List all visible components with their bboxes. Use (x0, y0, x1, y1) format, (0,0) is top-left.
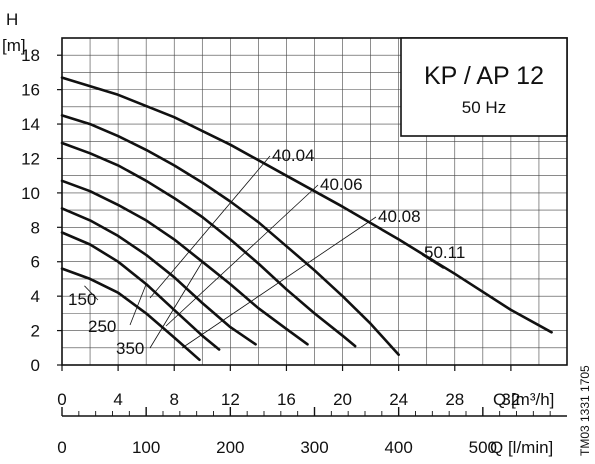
leader-line-150 (84, 285, 99, 301)
curve-label-40.08: 40.08 (378, 207, 421, 226)
leader-line-50.11 (421, 254, 444, 269)
curve-label-40.04: 40.04 (272, 146, 315, 165)
x2-tick-label: 300 (300, 438, 328, 457)
y-tick-label: 0 (31, 356, 40, 375)
x2-tick-label: 0 (57, 438, 66, 457)
y-tick-label: 12 (21, 149, 40, 168)
x-axis-label-primary: Q [m³/h] (493, 390, 554, 409)
leader-line-40.08 (181, 216, 377, 349)
x2-tick-label: 100 (132, 438, 160, 457)
x-axis-secondary: 0 100 200 300 400 500 (57, 407, 567, 457)
y-tick-label: 16 (21, 81, 40, 100)
x2-tick-label: 400 (384, 438, 412, 457)
leader-line-40.04 (149, 155, 271, 299)
x-tick-label: 28 (445, 390, 464, 409)
title-box-frame (400, 37, 568, 137)
x2-tick-label: 200 (216, 438, 244, 457)
y-tick-label: 4 (31, 287, 40, 306)
y-axis-symbol: H (6, 10, 18, 29)
y-tick-label: 14 (21, 115, 40, 134)
y-tick-label: 10 (21, 184, 40, 203)
y-tick-label: 6 (31, 253, 40, 272)
x-axis-label-secondary: Q [l/min] (490, 438, 553, 457)
curve-350 (60, 207, 257, 346)
x-tick-label: 4 (113, 390, 122, 409)
curve-label-250: 250 (88, 317, 116, 336)
plot-frame (61, 37, 568, 366)
curve-label-50.11: 50.11 (424, 243, 465, 262)
grid (62, 38, 567, 365)
curve-50.11 (60, 76, 553, 334)
x-tick-label: 32 (501, 390, 520, 409)
x-tick-label: 12 (221, 390, 240, 409)
y-tick-label: 8 (31, 218, 40, 237)
drawing-reference-number: TM03 1331 1705 (578, 365, 592, 456)
x-tick-label: 0 (57, 390, 66, 409)
title-box: KP / AP 12 50 Hz (400, 37, 568, 137)
y-tick-label: 18 (21, 46, 40, 65)
curve-label-150: 150 (68, 290, 96, 309)
x-tick-label: 8 (169, 390, 178, 409)
y-tick-label: 2 (31, 322, 40, 341)
curve-40.04 (60, 179, 309, 346)
leader-line-350 (149, 261, 203, 349)
curves (60, 76, 553, 362)
x-tick-label: 24 (389, 390, 408, 409)
x-tick-label: 20 (333, 390, 352, 409)
leader-line-250 (129, 283, 147, 326)
chart-subtitle: 50 Hz (462, 98, 506, 117)
x-axis-primary: 0 4 8 12 16 20 24 28 32 (57, 365, 520, 409)
curve-40.08 (60, 114, 400, 356)
y-tick-labels: 0 2 4 6 8 10 12 14 16 18 (21, 46, 62, 375)
curve-40.06 (60, 141, 357, 348)
curve-250 (60, 231, 221, 351)
chart-title: KP / AP 12 (424, 62, 544, 90)
y-axis-unit: [m] (2, 36, 26, 55)
curve-label-40.06: 40.06 (320, 175, 363, 194)
curve-label-350: 350 (116, 339, 144, 358)
curve-150 (60, 267, 201, 362)
x2-tick-label: 500 (469, 438, 497, 457)
leader-line-40.06 (165, 184, 319, 327)
x-tick-label: 16 (277, 390, 296, 409)
